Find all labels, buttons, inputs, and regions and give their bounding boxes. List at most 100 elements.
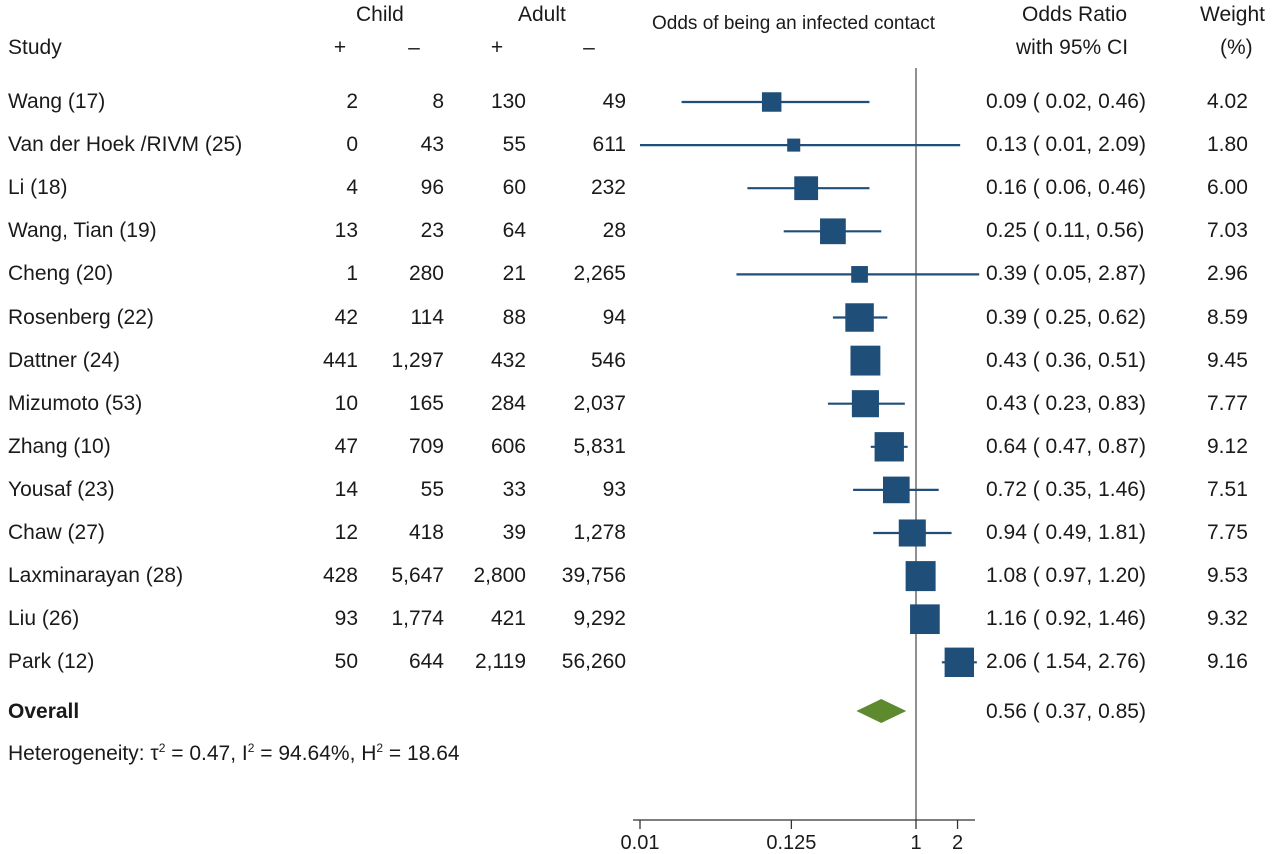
effect-size-square: [851, 266, 868, 283]
weight-value: 2.96: [1207, 262, 1248, 286]
odds-ratio-ci-text: 0.16 ( 0.06, 0.46): [986, 176, 1146, 200]
effect-size-square: [882, 476, 910, 504]
effect-size-square: [944, 647, 975, 678]
study-name: Laxminarayan (28): [8, 564, 184, 588]
weight-value: 7.75: [1207, 521, 1248, 544]
weight-value: 9.45: [1207, 348, 1248, 372]
child-negative-count: 96: [420, 176, 444, 200]
adult-negative-count: 2,037: [573, 391, 626, 415]
child-positive-count: 0: [346, 133, 358, 157]
child-positive-count: 47: [334, 434, 358, 458]
header-study: Study: [8, 36, 62, 59]
child-negative-count: 5,647: [391, 564, 444, 588]
study-name: Rosenberg (22): [8, 305, 154, 329]
adult-negative-count: 611: [592, 133, 626, 157]
odds-ratio-ci-text: 0.43 ( 0.23, 0.83): [986, 391, 1146, 415]
tau-superscript: 2: [158, 741, 166, 755]
study-name: Cheng (20): [8, 262, 114, 286]
study-name: Wang, Tian (19): [8, 219, 157, 243]
odds-ratio-ci-text: 1.08 ( 0.97, 1.20): [986, 564, 1146, 588]
odds-ratio-ci-text: 2.06 ( 1.54, 2.76): [986, 650, 1146, 674]
tau-value: = 0.47, I: [165, 742, 248, 765]
odds-ratio-ci-text: 0.64 ( 0.47, 0.87): [986, 434, 1146, 458]
odds-ratio-ci-text: 0.43 ( 0.36, 0.51): [986, 348, 1146, 372]
adult-negative-count: 94: [602, 305, 626, 329]
odds-ratio-ci-text: 0.72 ( 0.35, 1.46): [986, 477, 1146, 501]
adult-negative-count: 93: [602, 477, 626, 501]
adult-negative-count: 39,756: [561, 564, 626, 588]
study-name: Chaw (27): [8, 521, 105, 544]
h-value: = 18.64: [383, 742, 460, 765]
adult-positive-count: 55: [502, 133, 526, 157]
child-negative-count: 43: [420, 133, 444, 157]
heterogeneity-stats: Heterogeneity: τ2 = 0.47, I2 = 94.64%, H…: [8, 742, 460, 764]
i-superscript: 2: [247, 741, 255, 755]
adult-negative-count: 546: [590, 348, 626, 372]
weight-value: 8.59: [1207, 305, 1248, 329]
study-name: Zhang (10): [8, 434, 111, 458]
adult-negative-count: 232: [590, 176, 626, 200]
adult-negative-count: 56,260: [561, 650, 626, 674]
adult-positive-count: 39: [502, 521, 526, 544]
odds-ratio-ci-text: 0.25 ( 0.11, 0.56): [986, 219, 1145, 243]
effect-size-square: [787, 138, 801, 152]
adult-negative-count: 2,265: [573, 262, 626, 286]
adult-positive-count: 284: [490, 391, 526, 415]
study-name: Yousaf (23): [8, 477, 115, 501]
child-positive-count: 12: [334, 521, 358, 544]
header-or-line1: Odds Ratio: [1022, 3, 1128, 26]
weight-value: 6.00: [1207, 176, 1248, 200]
adult-positive-count: 432: [490, 348, 526, 372]
weight-value: 9.32: [1207, 607, 1248, 631]
child-positive-count: 13: [334, 219, 358, 243]
header-child: Child: [356, 3, 404, 26]
weight-value: 9.12: [1207, 434, 1248, 458]
weight-value: 9.53: [1207, 564, 1248, 588]
adult-negative-count: 5,831: [573, 434, 626, 458]
adult-negative-count: 1,278: [573, 521, 626, 544]
adult-positive-count: 130: [490, 90, 526, 113]
child-positive-count: 2: [346, 90, 358, 113]
study-name: Dattner (24): [8, 348, 121, 372]
weight-value: 1.80: [1207, 133, 1248, 157]
odds-ratio-ci-text: 0.39 ( 0.25, 0.62): [986, 305, 1146, 329]
heterogeneity-prefix: Heterogeneity:: [8, 742, 151, 765]
child-negative-count: 1,297: [391, 348, 444, 372]
overall-ci-text: 0.56 ( 0.37, 0.85): [986, 700, 1146, 723]
effect-size-square: [761, 92, 782, 112]
child-positive-count: 42: [334, 305, 358, 329]
adult-negative-count: 9,292: [573, 607, 626, 631]
header-weight-line1: Weight: [1200, 3, 1265, 26]
adult-positive-count: 421: [490, 607, 526, 631]
child-negative-count: 23: [420, 219, 444, 243]
effect-size-square: [910, 604, 940, 635]
child-negative-count: 709: [408, 434, 444, 458]
adult-positive-count: 88: [502, 305, 526, 329]
adult-positive-count: 64: [502, 219, 526, 243]
effect-size-square: [898, 519, 926, 547]
overall-label: Overall: [8, 700, 80, 723]
adult-negative-count: 49: [602, 90, 626, 113]
tau-symbol: τ: [150, 742, 159, 765]
header-adult: Adult: [518, 3, 566, 26]
effect-size-square: [851, 390, 879, 418]
child-negative-count: 114: [410, 305, 444, 329]
odds-ratio-ci-text: 0.09 ( 0.02, 0.46): [986, 90, 1146, 113]
child-negative-count: 418: [408, 521, 444, 544]
child-negative-count: 1,774: [391, 607, 444, 631]
weight-value: 9.16: [1207, 650, 1248, 674]
adult-positive-count: 2,119: [475, 650, 526, 674]
effect-size-square: [820, 218, 846, 245]
x-tick-label: 0.125: [766, 832, 816, 854]
header-weight-line2: (%): [1220, 36, 1253, 59]
child-positive-count: 93: [334, 607, 358, 631]
effect-size-square: [794, 176, 819, 201]
adult-positive-count: 60: [502, 176, 526, 200]
child-positive-count: 14: [334, 477, 358, 501]
x-tick-label: 1: [910, 832, 921, 854]
child-positive-count: 428: [322, 564, 358, 588]
child-positive-count: 10: [334, 391, 358, 415]
x-tick-label: 2: [952, 832, 963, 854]
header-adult-minus: –: [583, 36, 595, 59]
study-name: Van der Hoek /RIVM (25): [8, 133, 243, 157]
